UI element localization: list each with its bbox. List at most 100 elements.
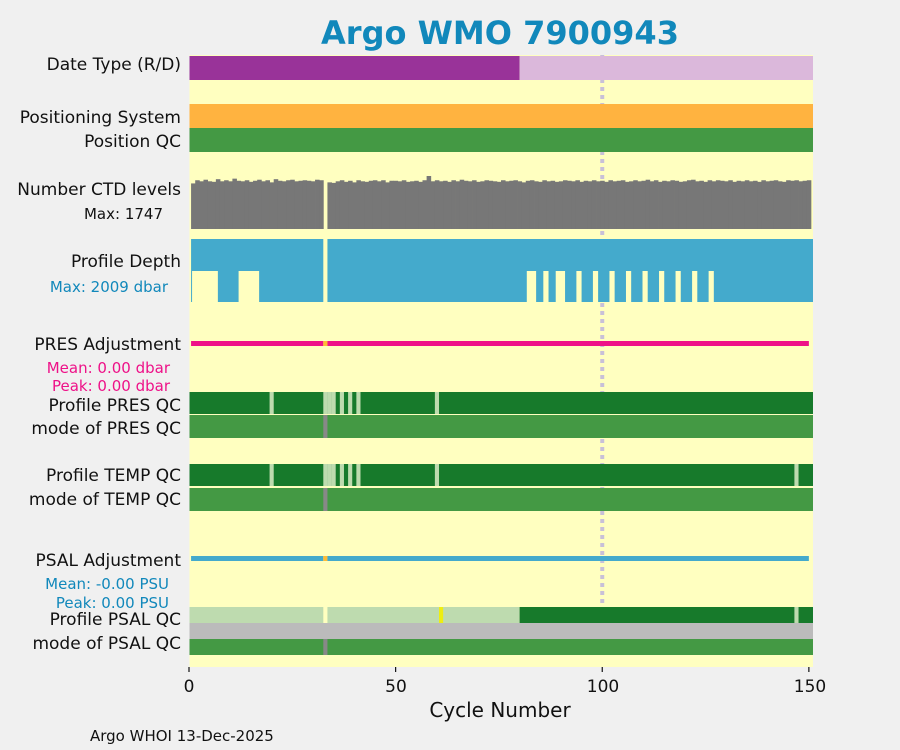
ctd-levels-bar [658, 181, 663, 229]
ctd-levels-bar [558, 181, 564, 229]
ctd-levels-bar [302, 180, 308, 229]
ctd-levels-bar [294, 181, 299, 229]
ctd-levels-bar [773, 180, 779, 229]
ctd-levels-bar [364, 181, 370, 229]
mode-temp-qc-bar [189, 488, 813, 511]
ctd-levels-bar [290, 179, 295, 229]
ctd-levels-bar [381, 180, 386, 229]
ctd-levels-bar [748, 181, 754, 229]
ctd-levels-bar [467, 181, 473, 229]
ctd-levels-bar [195, 180, 200, 229]
profile-depth-shallow-gap [576, 271, 582, 303]
position-qc-bar [189, 128, 813, 152]
positioning-system-bar [189, 104, 813, 128]
ctd-levels-bar [385, 182, 390, 229]
ctd-levels-bar [253, 180, 258, 229]
ctd-levels-bar [513, 180, 518, 229]
ctd-levels-bar [509, 180, 514, 229]
profile-pres-qc-light-mark [331, 392, 336, 414]
ctd-levels-bar [505, 181, 510, 229]
ctd-levels-bar [372, 180, 378, 229]
profile-depth-shallow-gap [675, 271, 681, 303]
ctd-levels-bar [575, 180, 580, 229]
profile-temp-qc-light-mark [331, 464, 336, 486]
footer-credit: Argo WHOI 13-Dec-2025 [90, 727, 274, 745]
mode-pres-qc-bar [189, 415, 813, 438]
profile-pres-qc-light-mark [323, 392, 328, 414]
ctd-levels-bar [203, 179, 208, 229]
ctd-levels-bar [377, 181, 382, 229]
ctd-levels-bar [224, 180, 229, 229]
profile-depth-max: Max: 2009 dbar [50, 278, 169, 296]
ctd-levels-bar [691, 179, 696, 229]
ctd-levels-bar [414, 180, 419, 229]
ctd-levels-bar [343, 181, 349, 229]
row-label-profile-depth: Profile Depth [71, 252, 181, 272]
ctd-levels-bar [484, 180, 490, 229]
ctd-levels-bar [699, 180, 704, 229]
ctd-levels-bar [641, 180, 647, 229]
x-axis-label: Cycle Number [429, 698, 571, 722]
ctd-levels-bar [649, 181, 655, 229]
profile-pres-qc-light-mark [339, 392, 344, 414]
ctd-levels-bar [501, 180, 506, 229]
profile-psal-qc-light-segment [189, 607, 520, 623]
profile-temp-qc-light-mark [327, 464, 332, 486]
ctd-levels-bar [620, 180, 626, 229]
ctd-levels-bar [277, 180, 283, 229]
psal-adjustment-peak: Peak: 0.00 PSU [56, 594, 169, 612]
profile-temp-qc-light-mark [323, 464, 328, 486]
profile-depth-shallow-gap [543, 271, 549, 303]
ctd-levels-bar [459, 179, 465, 229]
ctd-levels-bar [463, 180, 469, 229]
ctd-levels-bar [765, 181, 771, 229]
ctd-levels-bar [236, 180, 242, 229]
ctd-levels-bar [695, 181, 700, 229]
ctd-levels-bar [802, 180, 808, 229]
ctd-levels-bar [240, 181, 246, 229]
ctd-levels-bar [624, 181, 630, 229]
ctd-levels-bar [736, 180, 742, 229]
ctd-levels-bar [612, 181, 618, 229]
ctd-levels-bar [327, 182, 332, 229]
x-tick-150: 150 [794, 677, 826, 697]
ctd-levels-bar [319, 180, 324, 229]
ctd-levels-bar [794, 180, 799, 229]
ctd-levels-bar [653, 180, 659, 229]
ctd-levels-bar [422, 180, 428, 229]
row-label-date-type: Date Type (R/D) [47, 55, 181, 75]
ctd-levels-bar [525, 180, 531, 229]
row-label-profile-psal-qc: Profile PSAL QC [50, 610, 181, 630]
x-tick-0: 0 [184, 677, 195, 697]
ctd-levels-bar [228, 181, 233, 229]
chart-title: Argo WMO 7900943 [321, 14, 679, 52]
ctd-levels-bar [567, 180, 572, 229]
psal-adjustment-mean: Mean: -0.00 PSU [45, 575, 169, 593]
ctd-levels-bar [281, 181, 287, 229]
ctd-levels-bar [265, 180, 270, 229]
ctd-levels-bar [492, 181, 498, 229]
mode-psal-qc-bar [189, 639, 813, 655]
ctd-levels-bar [666, 181, 671, 229]
date-type-realtime-segment [189, 56, 520, 80]
profile-temp-qc-light-mark [339, 464, 344, 486]
psal-adjustment-line [327, 556, 809, 561]
ctd-levels-bar [248, 181, 254, 229]
row-label-profile-pres-qc: Profile PRES QC [48, 396, 181, 416]
ctd-levels-bar [629, 181, 634, 229]
pres-adjustment-missing [323, 341, 328, 346]
profile-pres-qc-light-mark [434, 392, 440, 414]
ctd-levels-bar [207, 181, 213, 229]
profile-depth-shallow-gap [192, 271, 218, 303]
ctd-levels-bar [389, 180, 394, 229]
ctd-levels-bar [393, 180, 399, 229]
mode-psal-qc-missing [323, 639, 328, 655]
ctd-levels-bar [426, 176, 432, 229]
profile-temp-qc-light-mark [348, 464, 353, 486]
profile-depth-missing-gap [323, 239, 328, 302]
ctd-levels-bar [286, 180, 291, 229]
ctd-levels-bar [720, 180, 725, 229]
ctd-levels-bar [298, 180, 304, 229]
ctd-levels-bar [447, 181, 452, 229]
ctd-levels-bar [637, 181, 642, 229]
